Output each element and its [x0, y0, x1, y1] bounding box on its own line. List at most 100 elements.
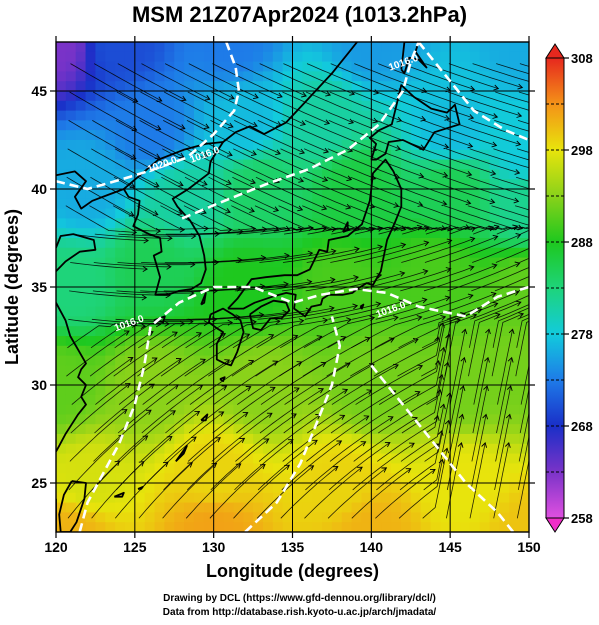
temperature-cell [174, 179, 185, 190]
streamline [303, 317, 375, 349]
temperature-cell [410, 424, 422, 435]
streamline-arrowhead [249, 207, 255, 213]
temperature-cell [400, 512, 412, 523]
temperature-cell [65, 140, 77, 151]
temperature-cell [489, 385, 501, 396]
temperature-cell [164, 512, 175, 523]
temperature-cell [85, 404, 97, 415]
streamline-arrowhead [515, 300, 522, 307]
temperature-cell [272, 326, 284, 337]
temperature-cell [85, 247, 97, 259]
temperature-cell [272, 463, 284, 474]
temperature-cell [223, 51, 234, 63]
temperature-cell [144, 159, 156, 170]
temperature-cell [174, 492, 185, 504]
temperature-cell [509, 336, 520, 347]
streamline [375, 469, 436, 519]
temperature-cell [312, 306, 323, 317]
streamline [209, 464, 266, 519]
temperature-cell [450, 394, 461, 406]
temperature-cell [341, 61, 353, 72]
temperature-cell [489, 424, 501, 435]
temperature-cell [243, 159, 254, 170]
temperature-cell [262, 159, 274, 170]
streamline-arrowhead [518, 312, 525, 318]
streamline-arrowhead [179, 226, 186, 233]
temperature-cell [312, 100, 323, 112]
temperature-cell [223, 267, 234, 278]
temperature-cell [292, 522, 303, 532]
temperature-cell [75, 218, 87, 229]
streamline [424, 91, 498, 118]
temperature-cell [95, 326, 106, 337]
temperature-cell [331, 51, 343, 63]
temperature-cell [144, 130, 156, 141]
temperature-cell [489, 375, 501, 386]
temperature-cell [56, 326, 67, 337]
temperature-cell [312, 502, 323, 513]
temperature-cell [381, 375, 392, 386]
temperature-cell [124, 257, 136, 268]
temperature-cell [193, 296, 205, 308]
temperature-cell [351, 42, 363, 53]
temperature-cell [115, 287, 126, 298]
temperature-cell [184, 453, 195, 464]
temperature-cell [371, 483, 382, 494]
streamline [95, 357, 158, 405]
streamline-arrowhead [323, 147, 330, 154]
temperature-cell [174, 287, 185, 298]
temperature-cell [410, 91, 422, 102]
temperature-cell [154, 355, 165, 366]
temperature-cell [272, 159, 284, 170]
temperature-cell [184, 91, 195, 102]
temperature-cell [282, 453, 294, 464]
temperature-cell [469, 71, 481, 82]
isobar-line [417, 42, 529, 142]
temperature-cell [331, 316, 343, 327]
temperature-cell [95, 424, 106, 435]
temperature-cell [499, 277, 510, 288]
temperature-cell [105, 336, 116, 347]
temperature-cell [499, 130, 510, 141]
temperature-cell [341, 512, 353, 523]
temperature-cell [479, 189, 491, 200]
streamline [69, 409, 128, 462]
temperature-cell [223, 316, 234, 327]
temperature-cell [400, 277, 412, 288]
temperature-cell [302, 120, 313, 131]
temperature-cell [391, 189, 402, 200]
temperature-cell [351, 159, 363, 170]
temperature-cell [233, 110, 244, 121]
temperature-cell [65, 502, 77, 513]
temperature-cell [95, 355, 106, 366]
temperature-cell [154, 198, 165, 210]
temperature-cell [440, 287, 451, 298]
streamline [306, 246, 383, 263]
temperature-cell [509, 61, 520, 72]
temperature-cell [469, 42, 481, 53]
temperature-cell [203, 91, 215, 102]
temperature-cell [282, 198, 294, 210]
temperature-cell [489, 414, 501, 425]
temperature-cell [213, 483, 225, 494]
temperature-cell [203, 287, 215, 298]
temperature-cell [144, 218, 156, 229]
temperature-cell [322, 159, 333, 170]
temperature-cell [479, 277, 491, 288]
temperature-cell [292, 189, 303, 200]
streamline-arrowhead [336, 440, 343, 446]
temperature-cell [420, 228, 432, 239]
temperature-cell [371, 42, 382, 53]
temperature-cell [292, 238, 303, 249]
streamline-arrowhead [438, 373, 445, 380]
temperature-cell [361, 404, 372, 415]
temperature-cell [331, 434, 343, 445]
temperature-cell [184, 61, 195, 72]
isobar-contours [56, 42, 529, 532]
temperature-cell [262, 404, 274, 415]
temperature-cell [371, 345, 382, 357]
streamline [283, 389, 348, 434]
temperature-cell [193, 306, 205, 317]
temperature-cell [134, 385, 146, 396]
streamline [305, 91, 378, 123]
